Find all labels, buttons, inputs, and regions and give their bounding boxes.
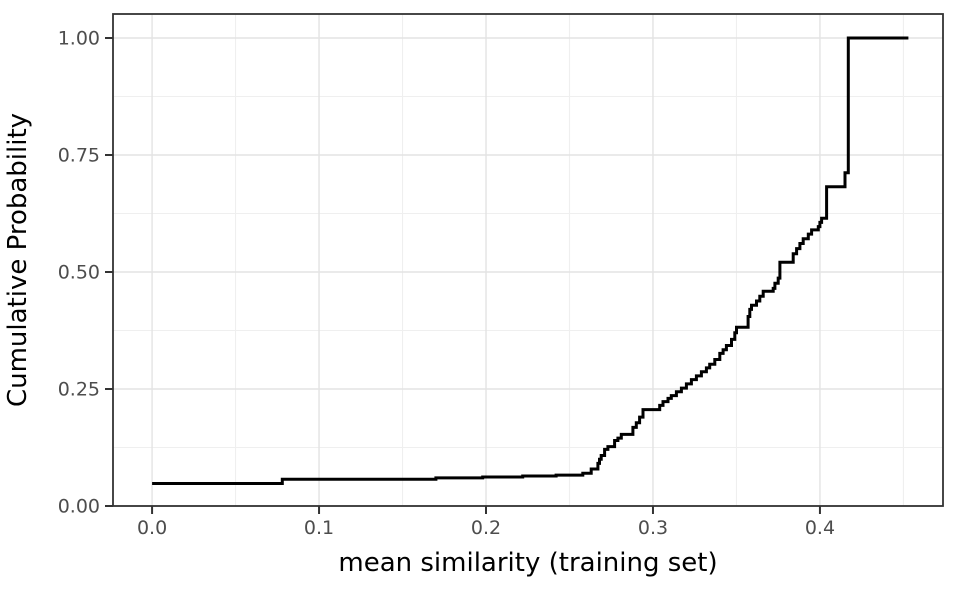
y-axis-tick-labels: 0.00 0.25 0.50 0.75 1.00 <box>58 28 100 518</box>
x-axis-title: mean similarity (training set) <box>338 548 717 578</box>
y-tick-label: 0.00 <box>58 496 100 518</box>
x-tick-label: 0.2 <box>471 517 501 539</box>
x-tick-label: 0.0 <box>137 517 167 539</box>
y-tick-label: 0.75 <box>58 145 100 167</box>
x-axis-ticks <box>151 506 821 514</box>
y-tick-label: 0.25 <box>58 379 100 401</box>
x-tick-label: 0.3 <box>638 517 668 539</box>
plot-panel <box>113 14 943 506</box>
x-axis-tick-labels: 0.0 0.1 0.2 0.3 0.4 <box>137 517 835 539</box>
y-tick-label: 0.50 <box>58 262 100 284</box>
x-tick-label: 0.1 <box>304 517 334 539</box>
panel-border <box>112 13 944 507</box>
x-tick-label: 0.4 <box>805 517 835 539</box>
gridlines-minor <box>113 14 943 506</box>
y-tick-label: 1.00 <box>58 28 100 50</box>
y-axis-ticks <box>105 37 113 507</box>
ecdf-line <box>152 36 909 485</box>
y-axis-title: Cumulative Probability <box>3 113 33 407</box>
